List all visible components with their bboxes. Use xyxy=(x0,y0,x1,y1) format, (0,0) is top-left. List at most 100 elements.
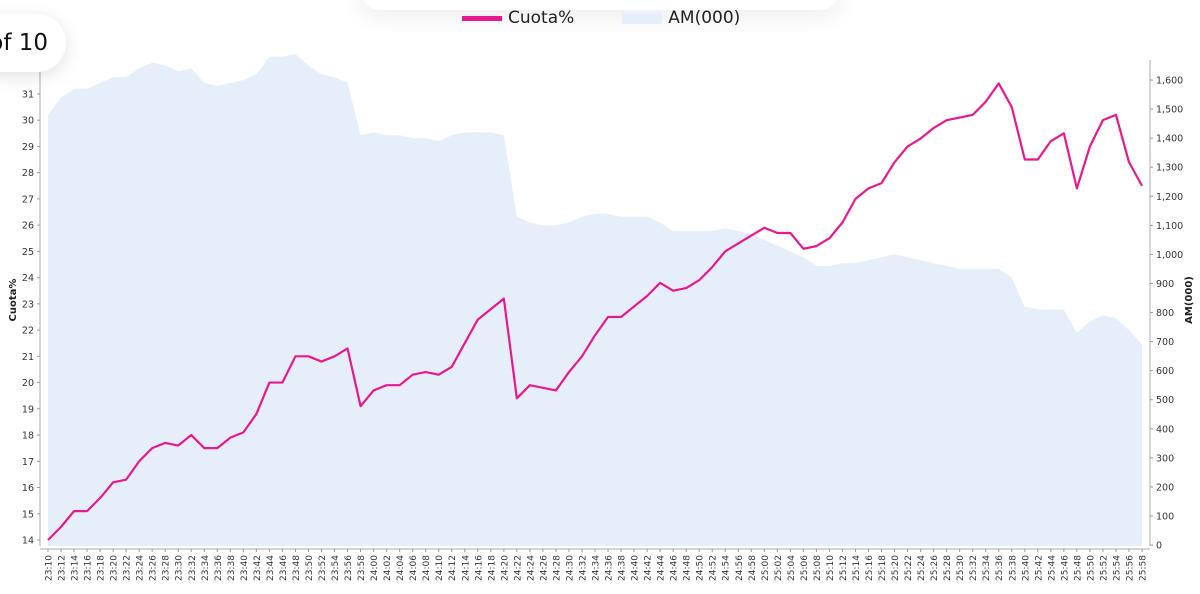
y-tick-label: 19 xyxy=(22,404,34,415)
x-tick-label: 23:34 xyxy=(201,555,211,581)
x-tick-label: 24:58 xyxy=(748,555,758,581)
x-tick-label: 23:32 xyxy=(188,555,198,581)
y-tick-label: 14 xyxy=(22,536,34,547)
y-tick-label: 18 xyxy=(22,431,34,442)
x-tick-label: 23:38 xyxy=(227,555,237,581)
x-tick-label: 25:40 xyxy=(1021,555,1031,581)
x-tick-label: 23:22 xyxy=(123,555,133,581)
x-tick-label: 24:22 xyxy=(513,555,523,581)
x-tick-label: 24:48 xyxy=(683,555,693,581)
y-tick-label: 17 xyxy=(22,457,34,468)
x-tick-label: 24:14 xyxy=(461,555,471,581)
x-tick-label: 25:14 xyxy=(852,555,862,581)
y-axis-label: Cuota% xyxy=(8,279,19,322)
x-tick-label: 25:20 xyxy=(891,555,901,581)
x-tick-label: 25:10 xyxy=(826,555,836,581)
y2-tick-label: 1,100 xyxy=(1156,221,1183,232)
y-tick-label: 23 xyxy=(22,299,34,310)
x-tick-label: 25:32 xyxy=(969,555,979,581)
x-tick-label: 24:10 xyxy=(435,555,445,581)
x-tick-label: 23:10 xyxy=(45,555,55,581)
x-tick-label: 25:26 xyxy=(930,555,940,581)
x-tick-label: 25:48 xyxy=(1073,555,1083,581)
x-tick-label: 24:42 xyxy=(644,555,654,581)
y-tick-label: 24 xyxy=(22,273,34,284)
y-tick-label: 30 xyxy=(22,116,34,127)
x-tick-label: 25:46 xyxy=(1060,555,1070,581)
y2-tick-label: 900 xyxy=(1156,279,1174,290)
x-tick-label: 25:36 xyxy=(995,555,1005,581)
x-tick-label: 23:36 xyxy=(214,555,224,581)
y2-tick-label: 700 xyxy=(1156,337,1174,348)
x-tick-label: 23:42 xyxy=(253,555,263,581)
x-tick-label: 25:16 xyxy=(865,555,875,581)
x-tick-label: 25:34 xyxy=(982,555,992,581)
y2-tick-label: 500 xyxy=(1156,395,1174,406)
x-tick-label: 24:00 xyxy=(370,555,380,581)
x-tick-label: 23:28 xyxy=(162,555,172,581)
x-tick-label: 24:02 xyxy=(383,555,393,581)
x-tick-label: 24:52 xyxy=(709,555,719,581)
x-tick-label: 25:30 xyxy=(956,555,966,581)
x-tick-label: 24:08 xyxy=(422,555,432,581)
x-tick-label: 23:52 xyxy=(318,555,328,581)
x-tick-label: 25:44 xyxy=(1047,555,1057,581)
y2-tick-label: 1,300 xyxy=(1156,163,1183,174)
x-tick-label: 24:40 xyxy=(631,555,641,581)
y-tick-label: 16 xyxy=(22,483,34,494)
y-tick-label: 27 xyxy=(22,194,34,205)
x-tick-label: 24:36 xyxy=(605,555,615,581)
x-tick-label: 23:54 xyxy=(331,555,341,581)
x-tick-label: 23:26 xyxy=(149,555,159,581)
y-tick-label: 15 xyxy=(22,509,34,520)
x-tick-label: 24:38 xyxy=(618,555,628,581)
x-tick-label: 24:16 xyxy=(474,555,484,581)
x-tick-label: 25:18 xyxy=(878,555,888,581)
x-tick-label: 24:46 xyxy=(670,555,680,581)
x-tick-label: 24:04 xyxy=(396,555,406,581)
x-tick-label: 24:56 xyxy=(735,555,745,581)
x-tick-label: 25:54 xyxy=(1112,555,1122,581)
page-counter[interactable]: of 10 xyxy=(0,14,66,72)
x-tick-label: 25:58 xyxy=(1139,555,1149,581)
y2-tick-label: 1,600 xyxy=(1156,76,1183,87)
y2-axis-label: AM(000) xyxy=(1184,276,1195,324)
y2-tick-label: 100 xyxy=(1156,511,1174,522)
y2-tick-label: 200 xyxy=(1156,482,1174,493)
y-tick-label: 22 xyxy=(22,326,34,337)
x-tick-label: 24:54 xyxy=(722,555,732,581)
y2-tick-label: 800 xyxy=(1156,308,1174,319)
x-tick-label: 25:00 xyxy=(761,555,771,581)
x-tick-label: 23:30 xyxy=(175,555,185,581)
x-tick-label: 24:20 xyxy=(500,555,510,581)
x-tick-label: 25:42 xyxy=(1034,555,1044,581)
y-tick-label: 29 xyxy=(22,142,34,153)
x-tick-label: 24:50 xyxy=(696,555,706,581)
y2-tick-label: 1,400 xyxy=(1156,134,1183,145)
x-tick-label: 25:22 xyxy=(904,555,914,581)
y-tick-label: 31 xyxy=(22,89,34,100)
y-tick-label: 25 xyxy=(22,247,34,258)
x-tick-label: 23:44 xyxy=(266,555,276,581)
y2-tick-label: 600 xyxy=(1156,366,1174,377)
y-tick-label: 20 xyxy=(22,378,34,389)
x-tick-label: 23:18 xyxy=(97,555,107,581)
y-tick-label: 21 xyxy=(22,352,34,363)
legend-label-cuota: Cuota% xyxy=(508,8,575,28)
y2-tick-label: 0 xyxy=(1156,541,1162,552)
y2-tick-label: 1,200 xyxy=(1156,192,1183,203)
x-tick-label: 24:12 xyxy=(448,555,458,581)
x-tick-label: 24:24 xyxy=(526,555,536,581)
y2-tick-label: 300 xyxy=(1156,453,1174,464)
y2-tick-label: 400 xyxy=(1156,424,1174,435)
x-tick-label: 25:38 xyxy=(1008,555,1018,581)
x-tick-label: 24:30 xyxy=(565,555,575,581)
x-tick-label: 24:32 xyxy=(578,555,588,581)
legend: Cuota% AM(000) xyxy=(462,8,740,28)
page-counter-label: of 10 xyxy=(0,30,48,56)
x-tick-label: 24:18 xyxy=(487,555,497,581)
x-tick-label: 25:06 xyxy=(800,555,810,581)
x-tick-label: 23:24 xyxy=(136,555,146,581)
x-tick-label: 25:02 xyxy=(774,555,784,581)
